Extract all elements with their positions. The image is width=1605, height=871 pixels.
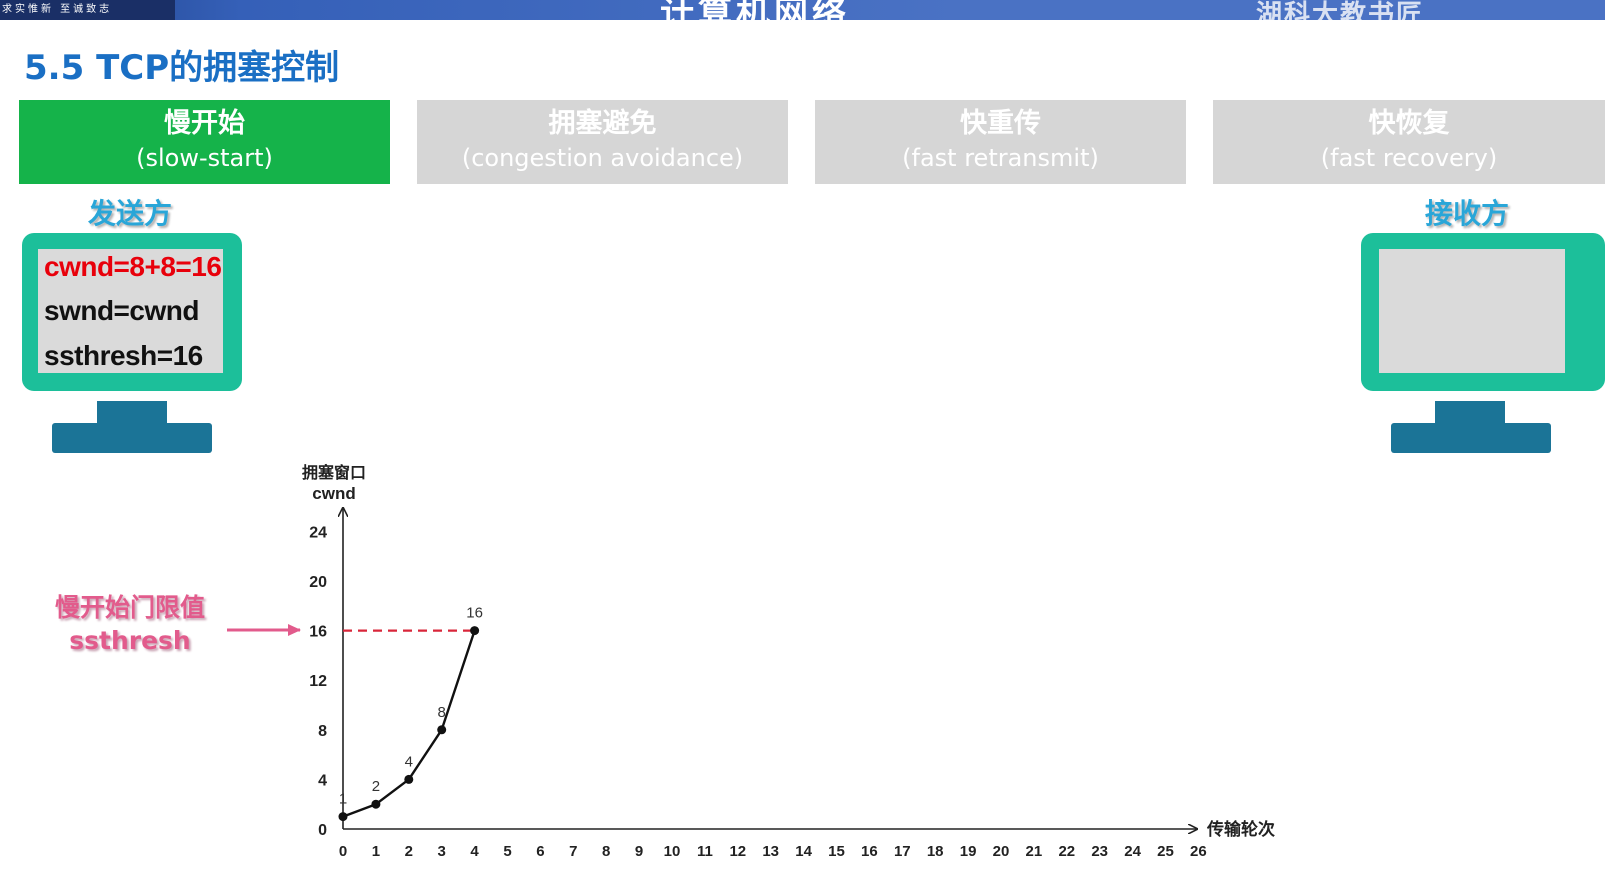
x-tick-label: 23	[1091, 843, 1108, 860]
tab-label-cn: 快重传	[960, 108, 1041, 139]
sender-label: 发送方	[88, 197, 173, 230]
monitor-base	[1391, 423, 1551, 453]
x-tick-label: 9	[635, 843, 643, 860]
x-tick-label: 24	[1124, 843, 1141, 860]
sender-monitor-icon: cwnd=8+8=16 swnd=cwnd ssthresh=16	[22, 233, 242, 453]
receiver-label: 接收方	[1425, 197, 1510, 230]
tab-fast-retransmit[interactable]: 快重传 (fast retransmit)	[815, 100, 1186, 184]
y-tick-label: 8	[318, 723, 327, 740]
y-tick-label: 16	[309, 624, 327, 641]
x-tick-label: 4	[470, 843, 479, 860]
y-tick-label: 4	[318, 772, 327, 789]
data-label: 1	[339, 791, 347, 808]
y-axis-label: cwnd	[312, 484, 355, 503]
y-tick-label: 0	[318, 822, 327, 839]
x-tick-label: 5	[503, 843, 511, 860]
x-tick-label: 8	[602, 843, 610, 860]
x-tick-label: 10	[664, 843, 681, 860]
x-tick-label: 21	[1026, 843, 1043, 860]
x-tick-label: 18	[927, 843, 944, 860]
tab-label-cn: 慢开始	[164, 108, 245, 139]
x-tick-label: 22	[1058, 843, 1075, 860]
data-point	[338, 812, 348, 822]
x-tick-label: 11	[697, 843, 713, 860]
page-title: 5.5 TCP的拥塞控制	[24, 48, 340, 88]
tab-label-en: (slow-start)	[136, 144, 273, 172]
tab-congestion-avoidance[interactable]: 拥塞避免 (congestion avoidance)	[417, 100, 788, 184]
y-axis-label-cn: 拥塞窗口	[302, 463, 366, 482]
tab-label-en: (fast retransmit)	[902, 144, 1099, 172]
x-tick-label: 1	[372, 843, 380, 860]
x-axis-label: 传输轮次	[1206, 819, 1275, 839]
course-title: 计算机网络	[660, 0, 850, 20]
data-point	[371, 799, 381, 809]
y-tick-label: 24	[309, 524, 327, 541]
x-tick-label: 25	[1157, 843, 1174, 860]
monitor-base	[52, 423, 212, 453]
data-label: 2	[372, 778, 380, 795]
school-motto: 求实惟新 至诚致志	[0, 0, 175, 20]
data-label: 16	[466, 605, 483, 622]
x-tick-label: 19	[960, 843, 977, 860]
receiver-screen	[1379, 249, 1565, 373]
x-tick-label: 13	[762, 843, 779, 860]
x-tick-label: 20	[993, 843, 1010, 860]
ssthresh-annotation-en: ssthresh	[69, 626, 191, 655]
monitor-neck	[97, 401, 167, 423]
tab-label-en: (fast recovery)	[1320, 144, 1498, 172]
data-point	[437, 725, 447, 735]
x-tick-label: 0	[339, 843, 347, 860]
x-tick-label: 6	[536, 843, 544, 860]
tab-fast-recovery[interactable]: 快恢复 (fast recovery)	[1213, 100, 1605, 184]
cwnd-series-line	[342, 630, 476, 818]
data-label: 4	[405, 753, 413, 770]
x-tick-label: 16	[861, 843, 878, 860]
swnd-value: swnd=cwnd	[44, 295, 199, 326]
tab-label-cn: 快恢复	[1368, 108, 1450, 139]
x-tick-label: 17	[894, 843, 911, 860]
monitor-neck	[1435, 401, 1505, 423]
x-tick-label: 2	[405, 843, 413, 860]
data-point	[404, 774, 414, 784]
top-banner: 求实惟新 至诚致志 计算机网络 湖科大教书匠	[0, 0, 1605, 20]
y-tick-label: 20	[309, 574, 327, 591]
receiver-monitor-icon	[1361, 233, 1605, 453]
cwnd-value: cwnd=8+8=16	[44, 251, 222, 282]
ssthresh-value: ssthresh=16	[44, 340, 203, 371]
ssthresh-annotation-cn: 慢开始门限值	[54, 593, 205, 622]
tab-label-en: (congestion avoidance)	[461, 144, 744, 172]
x-tick-label: 15	[828, 843, 845, 860]
data-label: 8	[438, 704, 446, 721]
tab-slow-start[interactable]: 慢开始 (slow-start)	[19, 100, 390, 184]
x-tick-label: 12	[729, 843, 746, 860]
school-watermark: 湖科大教书匠	[1256, 0, 1425, 20]
x-tick-label: 7	[569, 843, 577, 860]
data-point	[470, 626, 480, 636]
tab-label-cn: 拥塞避免	[548, 108, 657, 139]
y-tick-label: 12	[309, 673, 327, 690]
x-tick-label: 26	[1190, 843, 1207, 860]
x-tick-label: 14	[795, 843, 812, 860]
x-tick-label: 3	[438, 843, 446, 860]
sender-screen	[38, 249, 223, 373]
